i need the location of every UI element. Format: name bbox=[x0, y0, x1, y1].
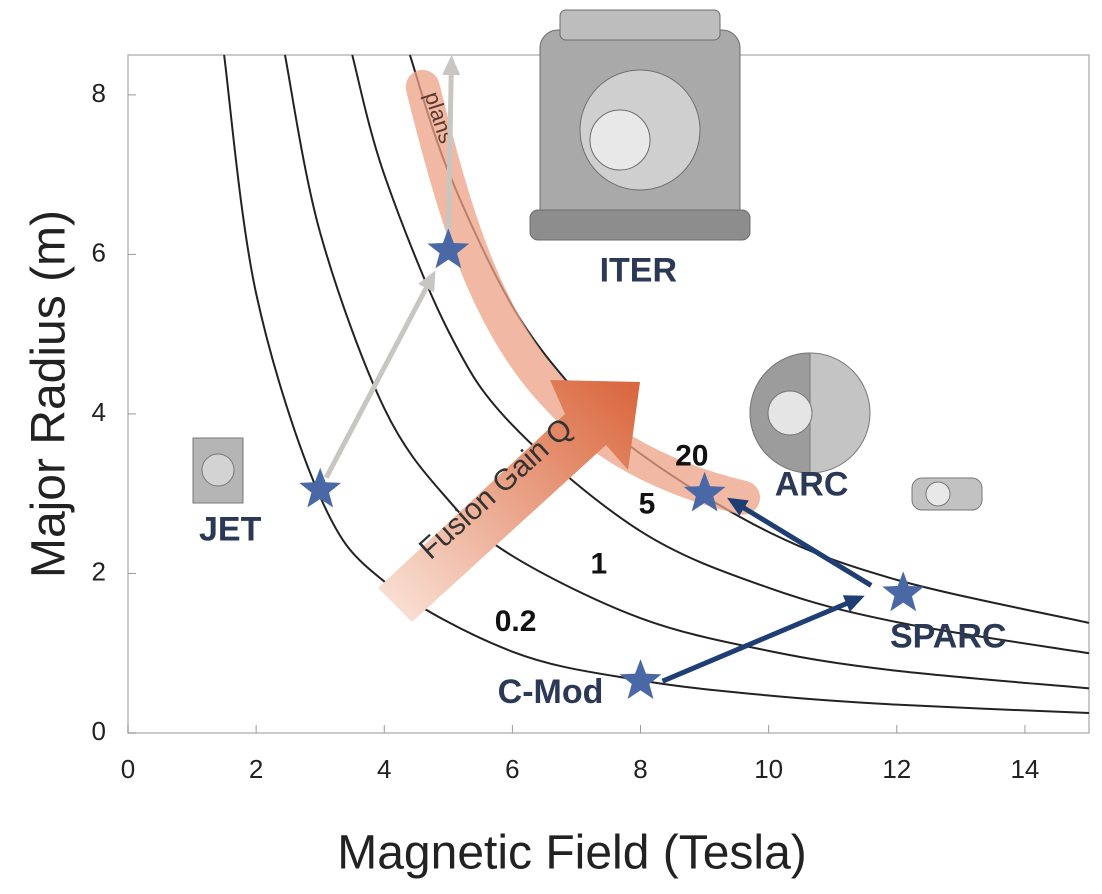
y-tick-label: 8 bbox=[92, 78, 106, 108]
iter-image bbox=[530, 10, 750, 240]
point bbox=[299, 468, 341, 508]
q-label: 0.2 bbox=[495, 605, 537, 638]
y-tick-label: 0 bbox=[92, 716, 106, 746]
y-tick-label: 2 bbox=[92, 556, 106, 586]
sparc-image bbox=[912, 478, 982, 510]
x-tick-label: 10 bbox=[754, 754, 783, 784]
path-arrow bbox=[448, 71, 451, 235]
y-axis-label: Major Radius (m) bbox=[23, 210, 76, 578]
y-tick-label: 4 bbox=[92, 397, 106, 427]
point-label: JET bbox=[199, 511, 262, 549]
x-tick-label: 2 bbox=[249, 754, 263, 784]
point-label: SPARC bbox=[890, 617, 1007, 655]
jet-image bbox=[193, 438, 243, 503]
path-arrow bbox=[663, 602, 850, 681]
q-label: 1 bbox=[591, 547, 608, 580]
x-tick-label: 12 bbox=[882, 754, 911, 784]
x-tick-label: 14 bbox=[1010, 754, 1039, 784]
y-tick-label: 6 bbox=[92, 237, 106, 267]
path-arrow bbox=[741, 506, 871, 585]
q-label: 5 bbox=[639, 488, 656, 521]
x-tick-label: 4 bbox=[377, 754, 391, 784]
chart: Major Radius (m) Magnetic Field (Tesla) … bbox=[0, 0, 1102, 894]
gain-arrow bbox=[378, 380, 640, 622]
point-label: ARC bbox=[775, 466, 849, 504]
q-label: 20 bbox=[675, 440, 708, 473]
arc-image bbox=[750, 353, 870, 473]
point-label: ITER bbox=[600, 251, 677, 289]
x-tick-label: 6 bbox=[505, 754, 519, 784]
x-axis-label: Magnetic Field (Tesla) bbox=[337, 827, 807, 880]
path-arrow-head bbox=[442, 55, 460, 75]
x-tick-label: 8 bbox=[633, 754, 647, 784]
path-arrow bbox=[326, 285, 428, 478]
x-tick-label: 0 bbox=[121, 754, 135, 784]
point-label: C-Mod bbox=[498, 673, 604, 711]
point bbox=[620, 659, 662, 699]
